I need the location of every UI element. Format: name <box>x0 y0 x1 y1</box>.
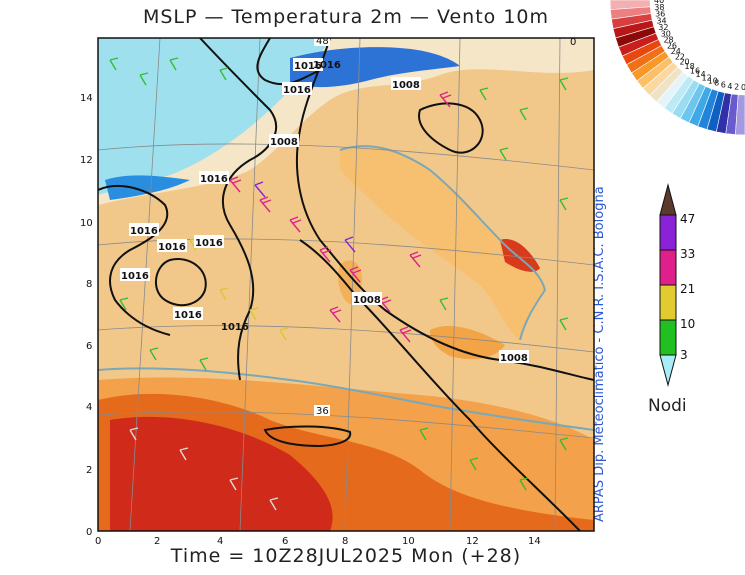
x-tick: 0 <box>95 536 101 547</box>
temperature-annotations: 48 36 0 <box>314 36 576 417</box>
isobar-label: 1008 <box>353 295 381 306</box>
x-tick: 8 <box>342 536 348 547</box>
temperature-scale-segment <box>735 94 745 136</box>
wind-level-label: 47 <box>680 212 695 226</box>
temperature-scale-label: 2 <box>734 83 739 92</box>
apulia-warm-region <box>500 239 540 272</box>
map-frame <box>97 37 595 532</box>
temperature-scale-label: 32 <box>658 23 668 32</box>
isobar-label: 1016 <box>200 174 228 185</box>
cold-region-west <box>98 38 330 195</box>
isobar-label: 1016 <box>174 310 202 321</box>
y-tick: 12 <box>80 155 93 166</box>
temperature-scale-label: 34 <box>656 16 666 25</box>
temperature-scale-label: 16 <box>690 66 700 75</box>
y-tick: 4 <box>86 402 92 413</box>
coastline-africa <box>98 367 594 431</box>
wind-units-label: Nodi <box>648 396 687 416</box>
italy-landmass <box>340 146 545 340</box>
temp-annotation: 36 <box>316 406 329 417</box>
temperature-scale-label: 8 <box>714 79 719 88</box>
temperature-scale-label: 12 <box>702 74 712 83</box>
wind-barbs <box>109 57 569 511</box>
x-tick: 14 <box>528 536 541 547</box>
isobar-label: 1016 <box>121 271 149 282</box>
isobar-label: 1016 <box>221 322 249 333</box>
time-label: Time = 10Z28JUL2025 Mon (+28) <box>170 545 522 567</box>
isobar-label: 1008 <box>270 137 298 148</box>
temperature-scale-label: 20 <box>679 58 689 67</box>
temperature-scale-label: 40 <box>654 0 664 5</box>
temperature-scale-label: 4 <box>727 82 732 91</box>
isobar-label: 1008 <box>500 353 528 364</box>
wind-legend-band <box>659 214 677 251</box>
wind-legend-top <box>659 183 677 216</box>
isobar-labels: 1016 1016 1016 1008 1008 1016 1016 1016 … <box>120 58 529 364</box>
y-tick: 2 <box>86 465 92 476</box>
isobar-label: 1016 <box>130 226 158 237</box>
y-tick: 10 <box>80 218 93 229</box>
y-axis: 0 2 4 6 8 10 12 14 <box>80 93 93 538</box>
x-tick: 4 <box>217 536 223 547</box>
temperature-scale-label: 6 <box>721 81 726 90</box>
isobar-lines <box>98 38 594 531</box>
temp-annotation: 48 <box>316 36 329 47</box>
isobar-label: 1016 <box>294 61 322 72</box>
wind-level-label: 10 <box>680 317 695 331</box>
wind-legend: 47 33 21 10 3 <box>659 183 695 387</box>
wind-legend-band <box>659 319 677 356</box>
temperature-scale-label: 14 <box>696 70 706 79</box>
x-axis: 0 2 4 6 8 10 12 14 <box>95 536 541 547</box>
x-tick: 6 <box>282 536 288 547</box>
temperature-scale-label: 0 <box>741 83 745 92</box>
x-tick: 2 <box>154 536 160 547</box>
temperature-scale-label: 36 <box>655 10 665 19</box>
wind-level-label: 33 <box>680 247 695 261</box>
wind-legend-bottom <box>659 354 677 387</box>
temperature-scale-label: 30 <box>661 29 671 38</box>
temperature-scale-label: 24 <box>671 47 681 56</box>
temperature-scale-label: 10 <box>708 76 718 85</box>
temp-annotation: 0 <box>570 37 576 48</box>
isobar-label: 1008 <box>392 80 420 91</box>
wind-level-label: 3 <box>680 348 688 362</box>
coastline-italy <box>339 145 547 341</box>
wind-legend-band <box>659 284 677 321</box>
wind-level-label: 21 <box>680 282 695 296</box>
isobar-label: 1016 <box>158 242 186 253</box>
cold-region-alps-core <box>290 47 460 88</box>
hot-core-region <box>110 416 333 531</box>
temperature-scale-label: 22 <box>675 53 685 62</box>
temperature-scale-label: 26 <box>667 41 677 50</box>
y-tick: 0 <box>86 527 92 538</box>
x-tick: 10 <box>402 536 415 547</box>
isobar-label: 1016 <box>195 238 223 249</box>
wind-legend-band <box>659 249 677 286</box>
temperature-scale-label: 28 <box>663 35 673 44</box>
y-tick: 8 <box>86 279 92 290</box>
temperature-scale-label: 38 <box>654 3 664 12</box>
y-tick: 6 <box>86 341 92 352</box>
isobar-label: 1016 <box>283 85 311 96</box>
y-tick: 14 <box>80 93 93 104</box>
cold-region-pyrenees <box>105 175 190 200</box>
chart-title: MSLP — Temperatura 2m — Vento 10m <box>142 6 550 28</box>
graticule <box>98 38 594 531</box>
sicily-landmass <box>430 325 505 360</box>
temperature-scale-label: 18 <box>684 62 694 71</box>
isobar-label: 1016 <box>313 60 341 71</box>
x-tick: 12 <box>466 536 479 547</box>
map-area[interactable]: 1016 1016 1016 1008 1008 1016 1016 1016 … <box>98 35 594 531</box>
